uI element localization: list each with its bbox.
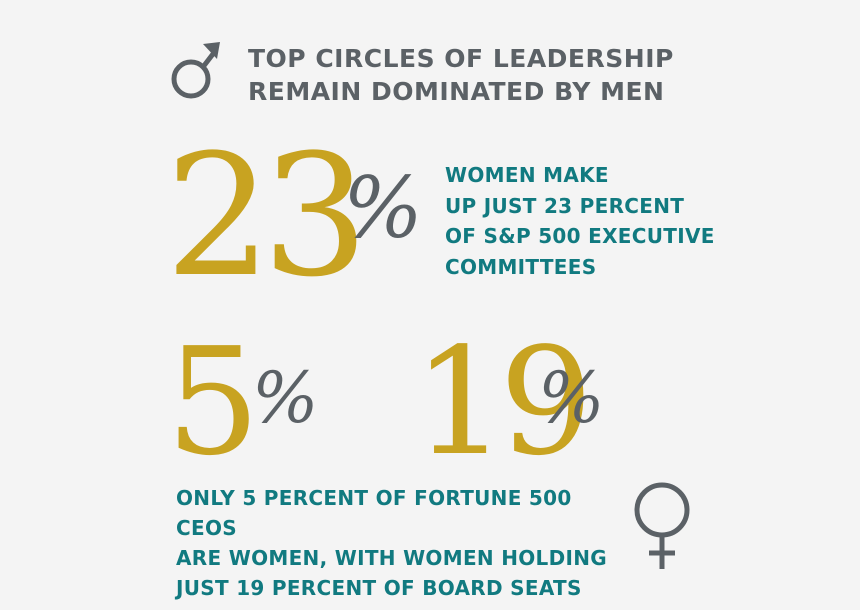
- male-symbol-icon: [171, 42, 220, 99]
- desc-line: JUST 19 PERCENT OF BOARD SEATS: [176, 576, 582, 600]
- desc-line: ARE WOMEN, WITH WOMEN HOLDING: [176, 546, 607, 570]
- stat-board-percent: %: [538, 357, 605, 439]
- stat-board-value: 19: [413, 316, 593, 488]
- stat-ceo-value: 5: [166, 316, 261, 488]
- female-symbol-icon: [634, 482, 690, 569]
- desc-line: COMMITTEES: [445, 254, 597, 279]
- headline: TOP CIRCLES OF LEADERSHIP REMAIN DOMINAT…: [248, 42, 768, 108]
- stat-ceo-percent: %: [252, 357, 319, 439]
- footer-description: ONLY 5 PERCENT OF FORTUNE 500 CEOS ARE W…: [176, 483, 616, 603]
- headline-line-2: REMAIN DOMINATED BY MEN: [248, 77, 665, 106]
- headline-line-1: TOP CIRCLES OF LEADERSHIP: [248, 44, 674, 73]
- stat-executive-value: 23: [165, 118, 369, 314]
- desc-line: UP JUST 23 PERCENT: [445, 193, 685, 218]
- stat-executive-percent: %: [343, 159, 423, 257]
- desc-line: WOMEN MAKE: [445, 163, 609, 187]
- desc-line: OF S&P 500 EXECUTIVE: [445, 224, 715, 248]
- stat-executive-description: WOMEN MAKE UP JUST 23 PERCENT OF S&P 500…: [445, 160, 745, 282]
- desc-line: ONLY 5 PERCENT OF FORTUNE 500 CEOS: [176, 486, 572, 540]
